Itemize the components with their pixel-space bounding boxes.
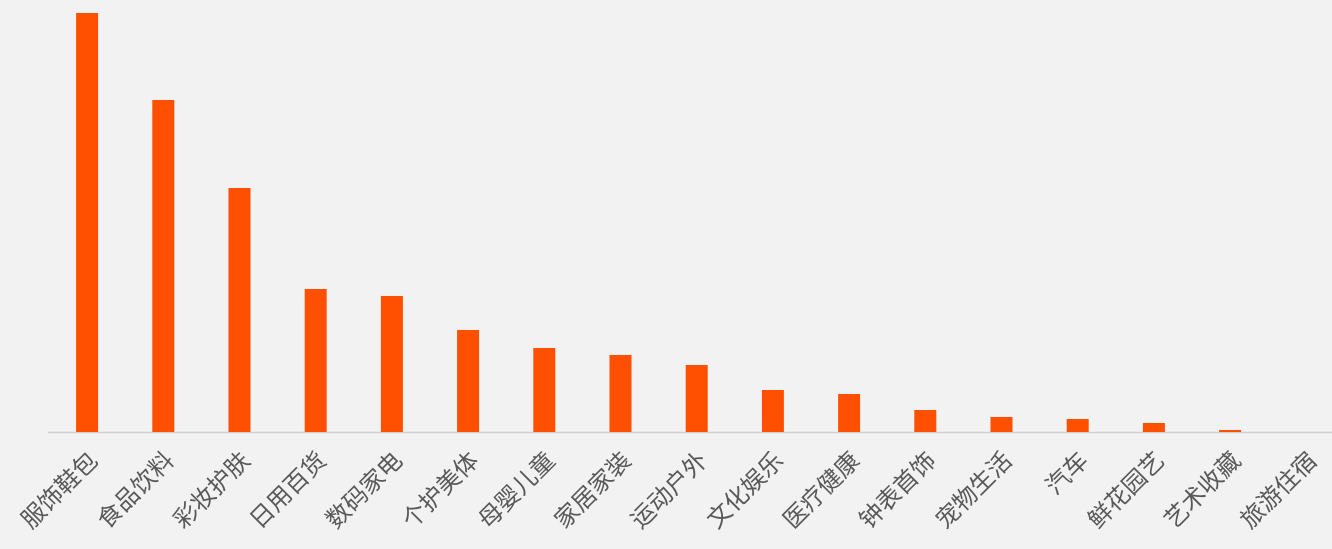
bar (685, 365, 708, 432)
bar (990, 417, 1013, 432)
bar (761, 390, 784, 432)
bar (533, 348, 556, 432)
bar (1066, 419, 1089, 432)
bar (914, 410, 937, 432)
bar (380, 296, 403, 432)
bar (838, 394, 861, 432)
bar (152, 100, 175, 432)
bar (1219, 430, 1242, 432)
bar (228, 188, 251, 432)
bar (304, 289, 327, 432)
bar (76, 13, 99, 432)
bar (1142, 423, 1165, 432)
bar (609, 355, 632, 432)
bar (457, 330, 480, 432)
